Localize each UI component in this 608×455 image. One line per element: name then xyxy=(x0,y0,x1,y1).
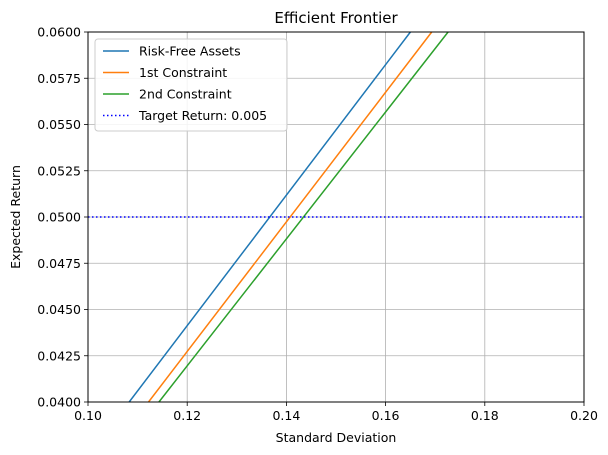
series-line xyxy=(147,31,433,403)
series-line xyxy=(128,31,411,403)
legend: Risk-Free Assets 1st Constraint 2nd Constr… xyxy=(94,38,288,132)
y-axis-ticks: 0.0400 0.0425 0.0450 0.0475 0.0500 0.0525 0.05… xyxy=(37,25,88,410)
y-tick-label: 0.0600 xyxy=(37,25,81,40)
x-tick-label: 0.18 xyxy=(471,408,499,423)
x-tick-label: 0.14 xyxy=(272,408,300,423)
x-tick-label: 0.20 xyxy=(570,408,598,423)
y-tick-label: 0.0400 xyxy=(37,395,81,410)
y-tick-label: 0.0550 xyxy=(37,117,81,132)
legend-box xyxy=(94,38,288,132)
series-line xyxy=(158,31,449,403)
y-tick-label: 0.0575 xyxy=(37,71,81,86)
x-tick-label: 0.10 xyxy=(74,408,102,423)
legend-label: Target Return: 0.005 xyxy=(138,108,267,123)
y-axis-label: Expected Return xyxy=(8,165,23,269)
chart-title: Efficient Frontier xyxy=(274,9,398,27)
x-tick-label: 0.16 xyxy=(372,408,400,423)
y-tick-label: 0.0450 xyxy=(37,302,81,317)
x-axis-ticks: 0.10 0.12 0.14 0.16 0.18 0.20 xyxy=(74,402,598,423)
y-tick-label: 0.0475 xyxy=(37,256,81,271)
y-tick-label: 0.0425 xyxy=(37,348,81,363)
y-tick-label: 0.0525 xyxy=(37,163,81,178)
y-tick-label: 0.0500 xyxy=(37,210,81,225)
legend-label: 2nd Constraint xyxy=(139,87,232,102)
legend-label: 1st Constraint xyxy=(139,65,227,80)
x-axis-label: Standard Deviation xyxy=(276,430,397,445)
series-lines xyxy=(88,31,584,403)
x-tick-label: 0.12 xyxy=(173,408,201,423)
legend-label: Risk-Free Assets xyxy=(139,44,241,59)
